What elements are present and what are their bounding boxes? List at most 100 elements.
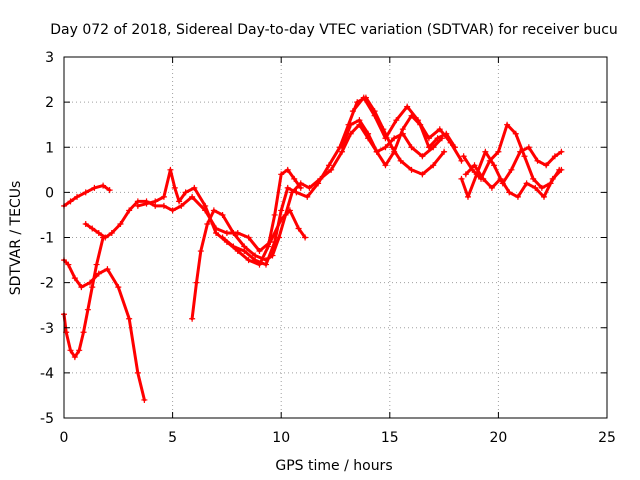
x-tick-label: 0	[60, 430, 69, 446]
data-point	[508, 166, 515, 173]
data-point	[291, 175, 298, 182]
data-point	[530, 175, 537, 182]
data-point	[514, 193, 521, 200]
data-point	[441, 148, 448, 155]
data-point	[373, 148, 380, 155]
data-point	[171, 184, 178, 191]
data-point	[78, 284, 85, 291]
data-point	[71, 354, 78, 361]
y-tick-label: -5	[40, 411, 54, 427]
y-tick-label: -1	[40, 231, 54, 247]
x-tick-label: 25	[598, 430, 616, 446]
data-point	[458, 175, 465, 182]
data-point	[262, 261, 269, 268]
data-point	[169, 207, 176, 214]
data-point	[117, 220, 124, 227]
data-point	[391, 148, 398, 155]
data-point	[328, 166, 335, 173]
data-point	[160, 193, 167, 200]
chart-title: Day 072 of 2018, Sidereal Day-to-day VTE…	[50, 22, 618, 38]
data-point	[397, 157, 404, 164]
data-point	[404, 103, 411, 110]
data-point	[462, 171, 469, 178]
data-point	[471, 162, 478, 169]
data-point	[271, 239, 278, 246]
x-tick-label: 10	[272, 430, 290, 446]
data-point	[488, 184, 495, 191]
data-point	[191, 184, 198, 191]
data-point	[252, 257, 259, 264]
data-point	[393, 117, 400, 124]
data-point	[339, 144, 346, 151]
data-point	[382, 135, 389, 142]
data-point	[504, 121, 511, 128]
data-point	[408, 166, 415, 173]
y-axis-label: SDTVAR / TECUs	[8, 181, 24, 296]
data-point	[256, 248, 263, 255]
data-point	[84, 306, 91, 313]
data-point	[382, 162, 389, 169]
data-point	[223, 229, 230, 236]
data-point	[497, 175, 504, 182]
data-point	[230, 229, 237, 236]
data-point	[558, 148, 565, 155]
y-tick-label: -4	[40, 366, 54, 382]
y-tick-label: 2	[45, 95, 54, 111]
series-line	[340, 114, 457, 167]
data-point	[141, 396, 148, 403]
data-point	[95, 270, 102, 277]
data-point	[167, 166, 174, 173]
series-line	[462, 123, 561, 190]
data-point	[106, 187, 113, 194]
data-point	[82, 189, 89, 196]
data-point	[549, 175, 556, 182]
data-point	[100, 182, 107, 189]
data-point	[302, 234, 309, 241]
x-tick-label: 5	[168, 430, 177, 446]
data-point	[523, 180, 530, 187]
series-s9	[349, 94, 465, 164]
series-s1	[61, 182, 113, 209]
data-point	[521, 153, 528, 160]
data-point	[89, 225, 96, 232]
data-point	[245, 234, 252, 241]
data-point	[126, 207, 133, 214]
data-point	[93, 261, 100, 268]
data-point	[371, 112, 378, 119]
data-point	[152, 198, 159, 205]
data-point	[295, 225, 302, 232]
data-point	[447, 139, 454, 146]
data-point	[134, 202, 141, 209]
data-point	[486, 157, 493, 164]
data-point	[495, 148, 502, 155]
data-point	[388, 144, 395, 151]
data-point	[282, 211, 289, 218]
data-point	[538, 184, 545, 191]
data-point	[491, 162, 498, 169]
data-point	[558, 166, 565, 173]
data-point	[325, 162, 332, 169]
grid	[64, 57, 607, 418]
data-point	[213, 229, 220, 236]
data-point	[399, 126, 406, 133]
data-point	[210, 207, 217, 214]
data-point	[89, 284, 96, 291]
data-point	[415, 117, 422, 124]
data-point	[532, 184, 539, 191]
data-point	[202, 202, 209, 209]
data-point	[430, 162, 437, 169]
data-point	[284, 166, 291, 173]
data-point	[176, 198, 183, 205]
data-point	[408, 144, 415, 151]
y-tick-label: 0	[45, 185, 54, 201]
x-tick-label: 20	[489, 430, 507, 446]
data-point	[464, 193, 471, 200]
data-point	[356, 117, 363, 124]
data-point	[265, 243, 272, 250]
series-s12	[462, 162, 565, 200]
y-tick-label: 1	[45, 140, 54, 156]
data-point	[551, 153, 558, 160]
data-point	[160, 202, 167, 209]
data-point	[436, 126, 443, 133]
